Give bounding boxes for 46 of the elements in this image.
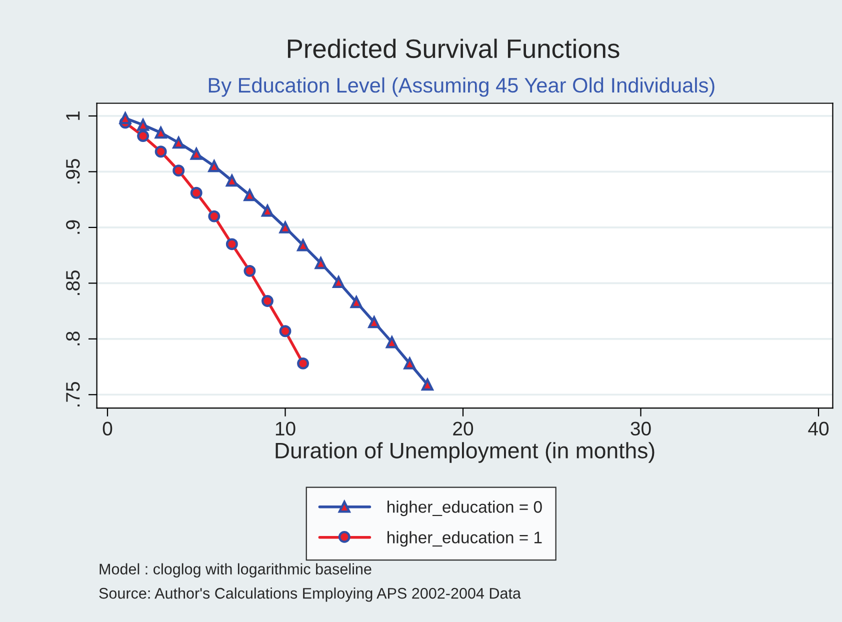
point — [226, 174, 238, 187]
legend-label: higher_education = 0 — [388, 500, 542, 516]
point — [279, 325, 292, 338]
y-tick-label: .75 — [66, 382, 80, 406]
point — [332, 276, 345, 288]
y-tick-label: .85 — [66, 270, 80, 295]
chart-subtitle: By Education Level (Assuming 45 Year Old Individuals) — [208, 77, 714, 97]
y-tick-label: .9 — [66, 220, 80, 234]
point — [154, 146, 167, 158]
point — [172, 136, 185, 149]
point — [172, 164, 185, 177]
point — [350, 296, 362, 308]
point — [154, 126, 167, 139]
point — [226, 238, 238, 250]
point — [297, 239, 309, 252]
point — [244, 189, 256, 202]
text: Model : cloglog with logarithmic baseline — [100, 563, 372, 578]
point — [208, 160, 220, 172]
x-tick-label: 20 — [453, 422, 474, 436]
point — [119, 112, 132, 124]
point — [190, 148, 202, 160]
x-tick-label: 40 — [808, 422, 829, 436]
source-note: Source: Author's Calculations Employing APS 2002-2004 Data — [99, 588, 521, 602]
point — [404, 357, 416, 370]
point — [386, 336, 398, 348]
point — [368, 316, 380, 328]
chart-title: Predicted Survival Functions — [288, 38, 620, 58]
y-tick-label: .95 — [66, 159, 80, 184]
x-axis-title: Duration of Unemployment (in months) — [276, 442, 654, 463]
point — [262, 204, 274, 217]
y-tick-label: 1 — [66, 112, 80, 120]
point — [421, 378, 434, 391]
point — [208, 210, 220, 222]
point — [137, 130, 150, 142]
x-tick-label: 10 — [276, 422, 296, 436]
point — [297, 357, 309, 370]
point — [279, 221, 292, 234]
x-tick-label: 30 — [630, 422, 651, 436]
point — [244, 264, 256, 277]
point — [314, 257, 327, 270]
legend-label: higher_education = 1 — [388, 531, 542, 547]
x-tick-label: 0 — [102, 422, 112, 436]
point — [137, 118, 150, 131]
point — [262, 295, 274, 307]
y-tick-label: .8 — [66, 332, 80, 346]
point — [190, 186, 202, 199]
